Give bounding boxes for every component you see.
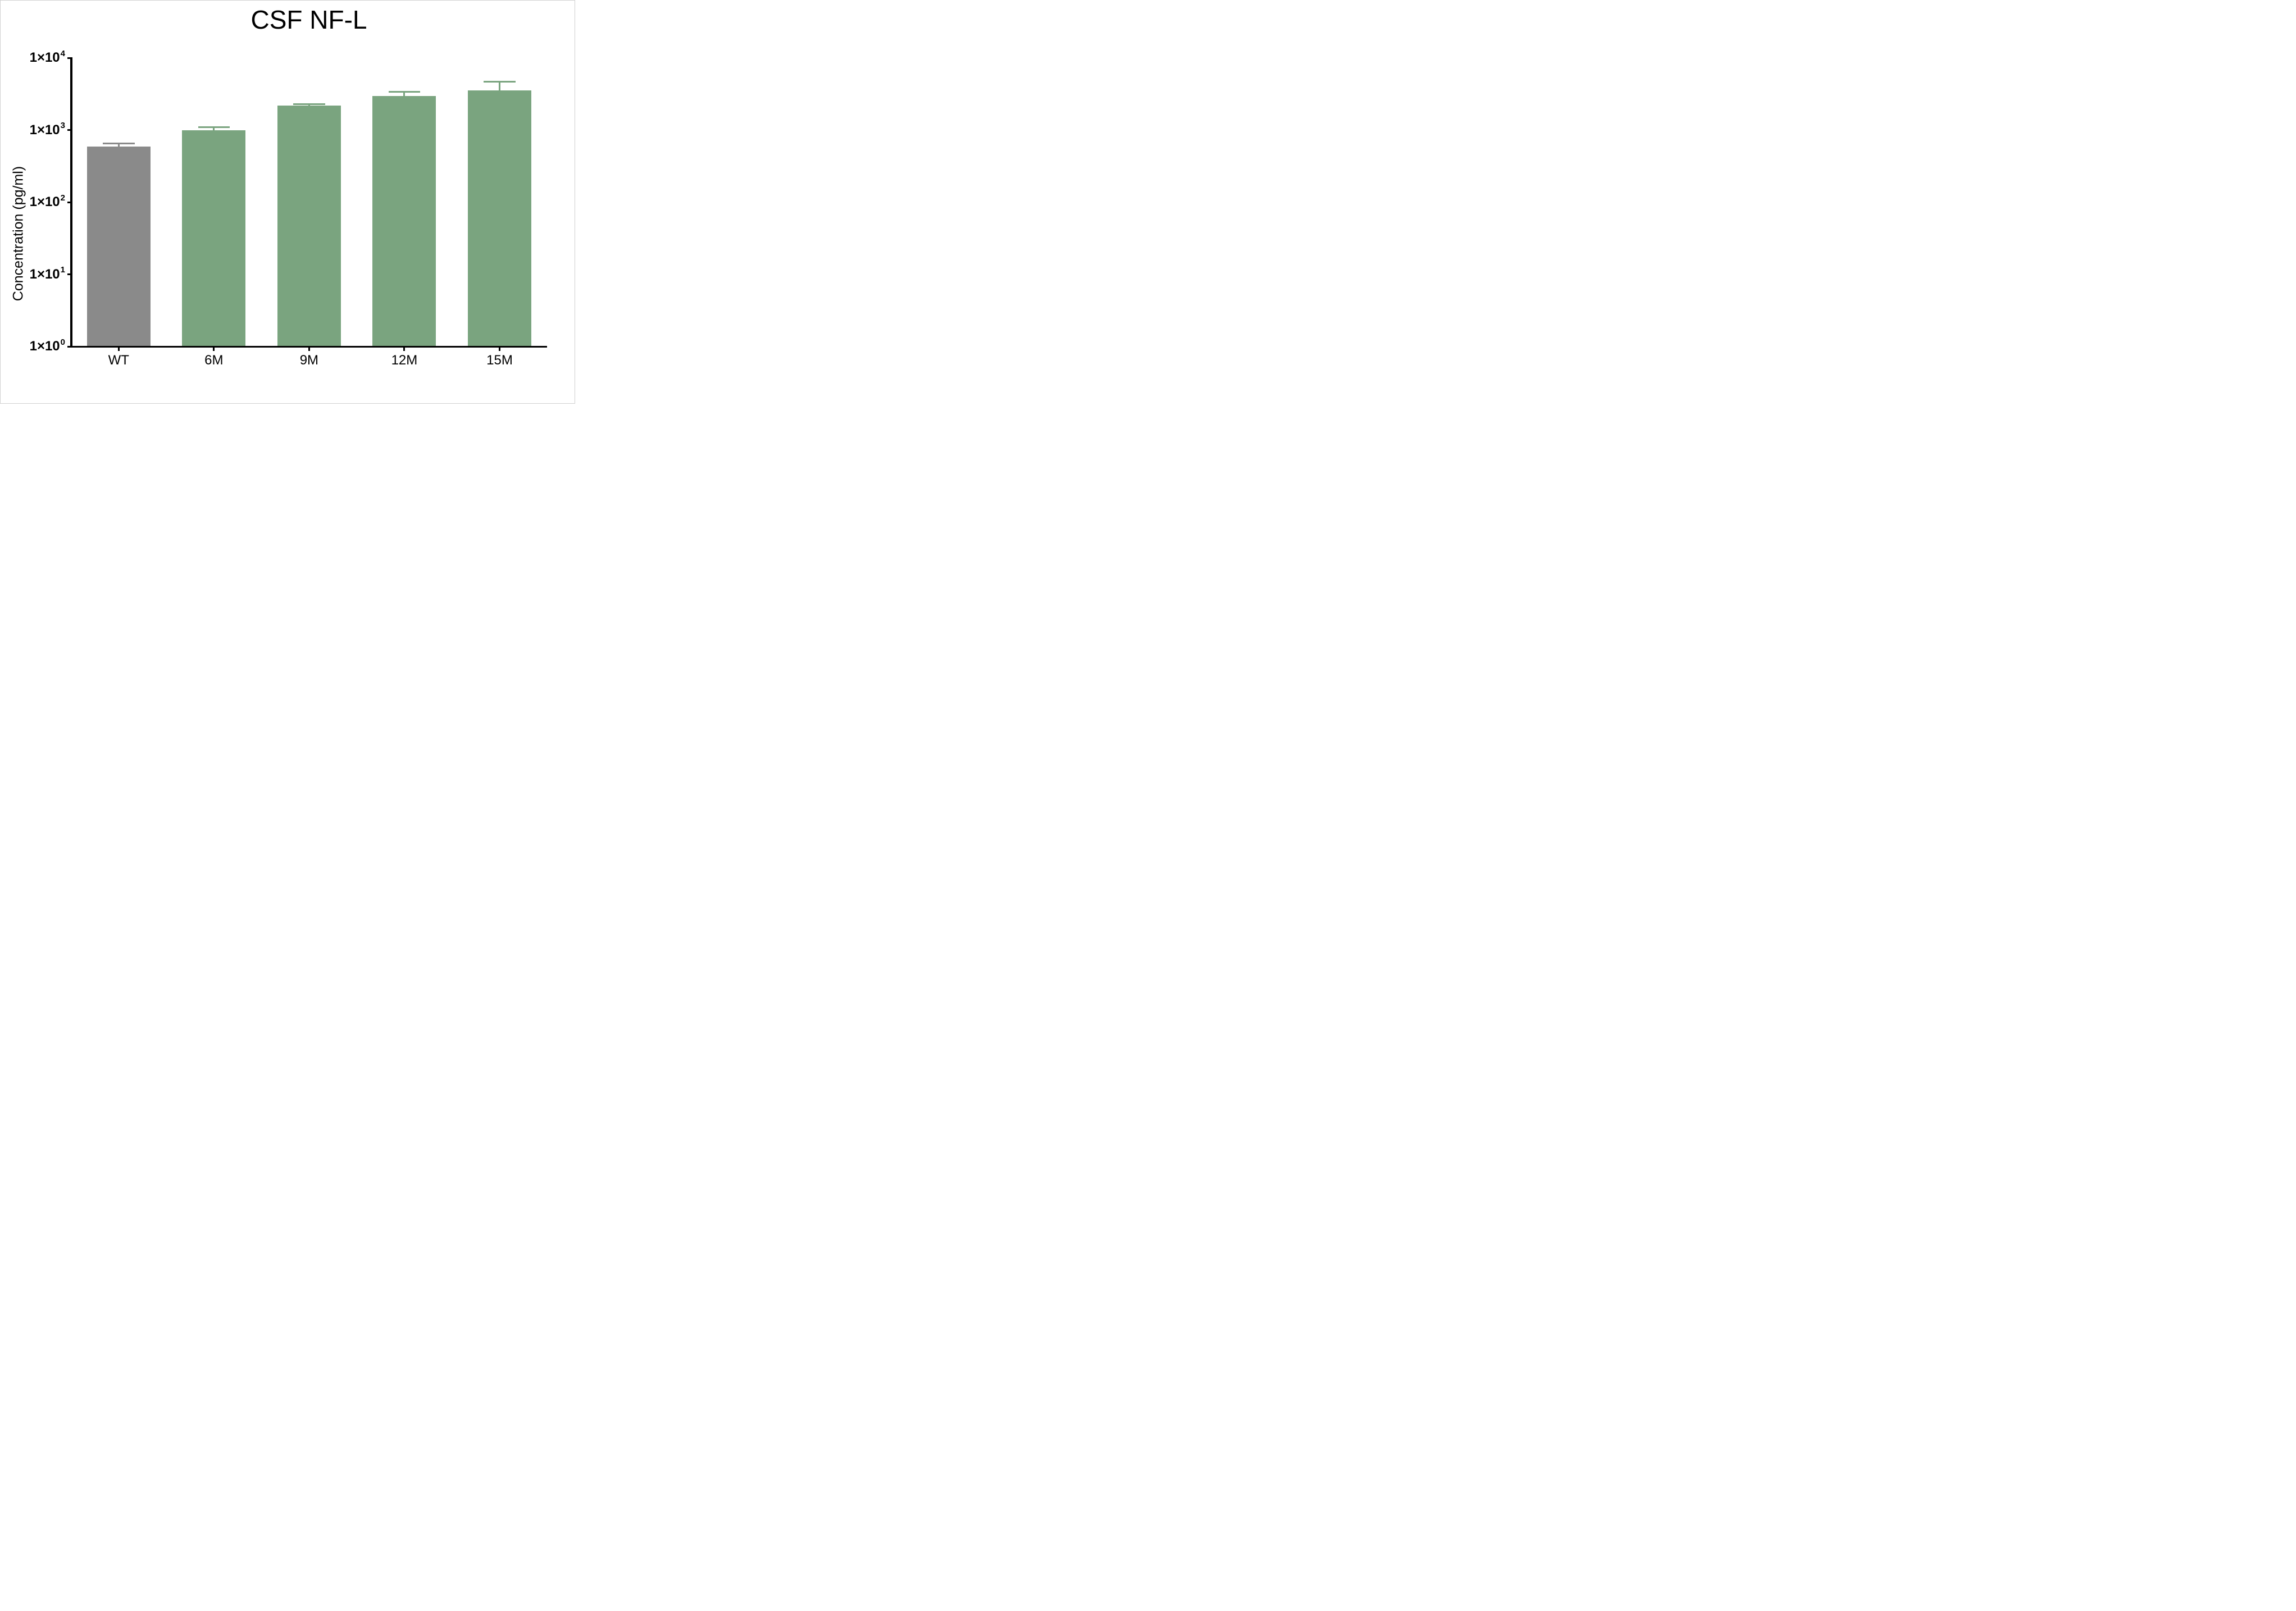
error-bar-stem xyxy=(213,127,215,130)
y-tick-mark xyxy=(67,201,71,203)
error-bar-cap xyxy=(388,91,421,93)
error-bar-cap xyxy=(198,126,230,128)
y-tick-label: 1×10 1 xyxy=(1,265,65,284)
x-tick-mark xyxy=(498,348,500,351)
figure-canvas: CSF NF-L Concentration (pg/ml) 1×10 4 1×10… xyxy=(0,0,575,404)
x-axis-category-label: 12M xyxy=(391,353,418,368)
x-tick-mark xyxy=(308,348,310,351)
bar-15m xyxy=(467,90,531,347)
x-axis-category-label: 15M xyxy=(486,353,513,368)
y-tick-label-exponent: 4 xyxy=(60,48,65,58)
y-tick-mark xyxy=(67,273,71,276)
bar-12m xyxy=(372,95,436,347)
bar-wt xyxy=(86,147,151,347)
y-tick-label-exponent: 2 xyxy=(60,193,65,203)
y-tick-mark xyxy=(67,129,71,131)
y-tick-mark xyxy=(67,345,71,348)
error-bar-stem xyxy=(498,81,500,91)
y-tick-label: 1×10 2 xyxy=(1,193,65,211)
y-tick-label-base: 1×10 xyxy=(29,194,60,210)
y-tick-label: 1×10 0 xyxy=(1,337,65,355)
error-bar-cap xyxy=(293,103,325,106)
y-tick-label-exponent: 0 xyxy=(60,337,65,347)
x-axis-line xyxy=(70,345,547,348)
error-bar-stem xyxy=(117,143,120,147)
x-tick-mark xyxy=(117,348,120,351)
x-axis-category-label: 9M xyxy=(299,353,319,368)
x-tick-mark xyxy=(403,348,406,351)
y-tick-mark xyxy=(67,57,71,59)
bar-9m xyxy=(277,105,341,347)
x-axis-category-label: 6M xyxy=(204,353,224,368)
y-tick-label-exponent: 1 xyxy=(60,265,65,275)
y-tick-label-base: 1×10 xyxy=(29,50,60,66)
y-tick-label: 1×10 3 xyxy=(1,121,65,139)
y-tick-label-base: 1×10 xyxy=(29,266,60,282)
error-bar-cap xyxy=(484,80,516,83)
y-tick-label-base: 1×10 xyxy=(29,339,60,354)
error-bar-stem xyxy=(403,92,406,96)
x-tick-mark xyxy=(213,348,215,351)
error-bar-cap xyxy=(103,142,135,144)
chart-title: CSF NF-L xyxy=(250,5,367,34)
x-axis-category-label: WT xyxy=(108,353,129,368)
y-tick-label-base: 1×10 xyxy=(29,122,60,138)
y-tick-label: 1×10 4 xyxy=(1,49,65,67)
bar-6m xyxy=(182,130,246,347)
y-tick-label-exponent: 3 xyxy=(60,121,65,131)
